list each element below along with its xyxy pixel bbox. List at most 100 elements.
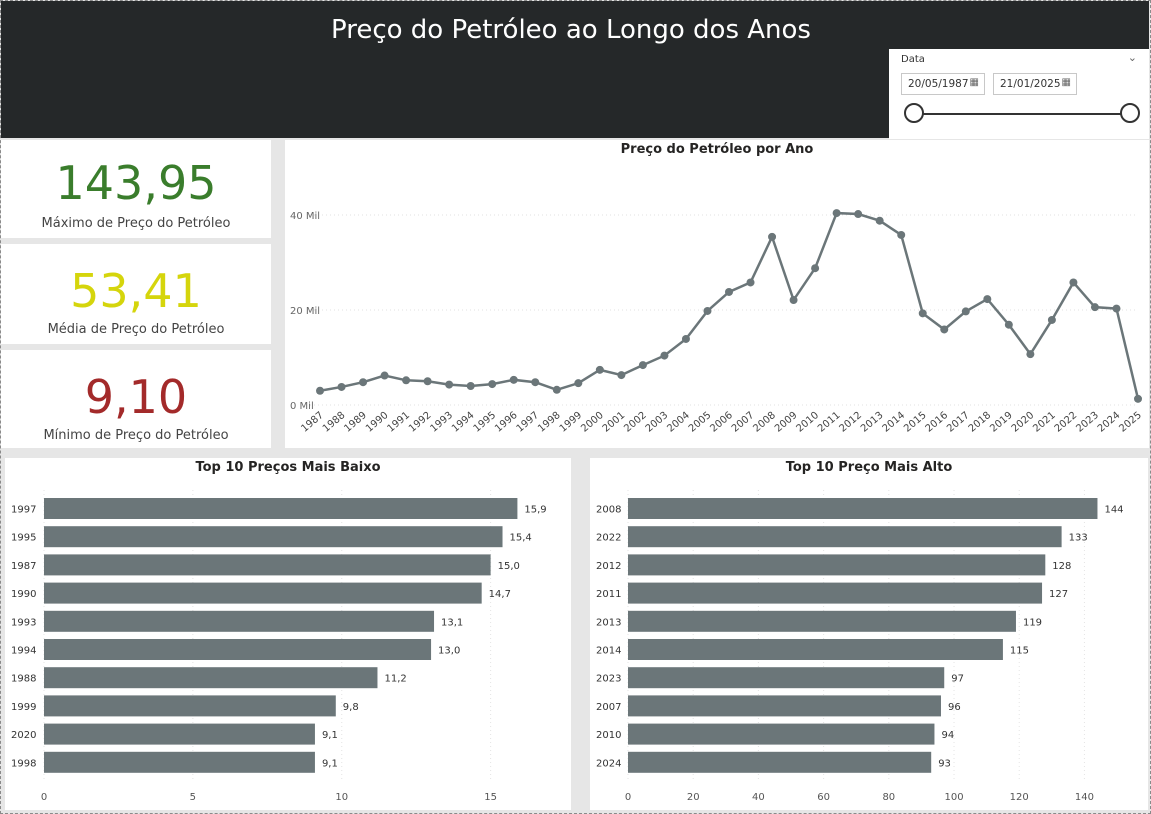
data-point[interactable] — [854, 210, 863, 219]
data-point[interactable] — [488, 380, 497, 389]
x-tick-label: 1996 — [493, 410, 520, 435]
data-point[interactable] — [1026, 350, 1035, 359]
data-point[interactable] — [875, 216, 884, 225]
data-point[interactable] — [897, 230, 906, 239]
bar[interactable] — [44, 498, 518, 519]
date-slicer[interactable]: Data ⌄ 20/05/1987 ▦ 21/01/2025 ▦ — [889, 49, 1149, 139]
bar[interactable] — [44, 582, 482, 604]
data-point[interactable] — [983, 295, 992, 304]
data-point[interactable] — [811, 264, 820, 273]
data-point[interactable] — [961, 307, 970, 316]
data-label: 133 — [1069, 533, 1088, 544]
x-tick-label: 40 — [752, 792, 765, 803]
data-point[interactable] — [832, 209, 841, 218]
category-label: 2024 — [596, 758, 621, 769]
x-tick-label: 1997 — [515, 410, 542, 435]
data-point[interactable] — [660, 351, 669, 360]
x-tick-label: 1999 — [558, 410, 585, 435]
x-tick-label: 15 — [484, 792, 497, 803]
x-tick-label: 2007 — [730, 410, 757, 435]
range-start-handle[interactable] — [904, 103, 924, 123]
data-point[interactable] — [1047, 315, 1056, 324]
data-point[interactable] — [1090, 303, 1099, 312]
calendar-icon[interactable]: ▦ — [1061, 77, 1071, 88]
data-point[interactable] — [940, 325, 949, 334]
avg-price-value: 53,41 — [70, 264, 202, 318]
data-point[interactable] — [1069, 278, 1078, 287]
data-point[interactable] — [1134, 394, 1142, 403]
end-date-input[interactable]: 21/01/2025 ▦ — [993, 73, 1077, 95]
data-point[interactable] — [638, 361, 647, 370]
data-point[interactable] — [725, 287, 733, 296]
bar[interactable] — [628, 639, 1003, 660]
end-date-value: 21/01/2025 — [1000, 78, 1061, 90]
bar[interactable] — [44, 667, 378, 689]
calendar-icon[interactable]: ▦ — [969, 77, 979, 88]
data-point[interactable] — [789, 296, 798, 305]
x-tick-label: 120 — [1010, 792, 1029, 803]
bar[interactable] — [628, 582, 1043, 604]
x-tick-label: 1992 — [407, 410, 434, 435]
data-point[interactable] — [768, 232, 777, 241]
range-track[interactable] — [915, 113, 1131, 115]
x-tick-label: 1994 — [450, 410, 477, 435]
bar[interactable] — [628, 667, 945, 689]
bar[interactable] — [44, 751, 315, 773]
data-point[interactable] — [918, 309, 927, 318]
data-point[interactable] — [359, 378, 368, 387]
data-point[interactable] — [574, 379, 583, 388]
start-date-input[interactable]: 20/05/1987 ▦ — [901, 73, 985, 95]
x-tick-label: 5 — [190, 792, 196, 803]
low-prices-panel: Top 10 Preços Mais Baixo 0 5 10 15 1997 15,9 1… — [5, 458, 571, 810]
chevron-down-icon[interactable]: ⌄ — [1127, 51, 1137, 64]
data-point[interactable] — [380, 371, 389, 380]
bar[interactable] — [628, 526, 1062, 548]
x-tick-label: 2011 — [816, 410, 843, 435]
data-point[interactable] — [531, 378, 540, 387]
bar[interactable] — [44, 554, 491, 576]
category-label: 1995 — [11, 533, 36, 544]
bar[interactable] — [628, 554, 1046, 576]
x-tick-label: 2025 — [1117, 410, 1144, 435]
bar[interactable] — [628, 695, 941, 717]
bar[interactable] — [44, 526, 503, 548]
bar[interactable] — [628, 723, 935, 745]
bar[interactable] — [44, 723, 315, 745]
y-tick-label: 0 Mil — [290, 401, 314, 412]
data-point[interactable] — [423, 377, 432, 386]
data-point[interactable] — [1112, 304, 1121, 313]
data-point[interactable] — [552, 385, 561, 394]
x-tick-label: 2000 — [579, 410, 606, 435]
data-point[interactable] — [681, 334, 690, 343]
avg-price-label: Média de Preço do Petróleo — [47, 322, 225, 337]
data-point[interactable] — [595, 365, 604, 374]
x-tick-label: 2006 — [708, 410, 735, 435]
x-tick-label: 2017 — [945, 410, 972, 435]
bar[interactable] — [44, 639, 432, 660]
range-end-handle[interactable] — [1120, 103, 1140, 123]
bar[interactable] — [44, 695, 336, 717]
data-point[interactable] — [402, 376, 411, 385]
data-point[interactable] — [316, 386, 324, 395]
low-prices-chart: 0 5 10 15 1997 15,9 1995 15,4 1987 15,0 1990 14,7 19… — [11, 490, 547, 803]
data-point[interactable] — [445, 380, 454, 389]
x-tick-label: 2024 — [1096, 410, 1123, 435]
x-tick-label: 60 — [817, 792, 830, 803]
data-point[interactable] — [1004, 320, 1013, 329]
data-point[interactable] — [617, 371, 626, 380]
x-tick-label: 2023 — [1074, 410, 1101, 435]
bar[interactable] — [628, 610, 1016, 632]
bar[interactable] — [628, 751, 932, 773]
data-point[interactable] — [337, 382, 346, 391]
data-point[interactable] — [509, 375, 518, 384]
bar[interactable] — [44, 610, 435, 632]
data-point[interactable] — [703, 306, 712, 315]
start-date-value: 20/05/1987 — [908, 78, 969, 90]
bar[interactable] — [628, 498, 1098, 519]
line-chart-panel: Preço do Petróleo por Ano 0 Mil 20 Mil 40 … — [285, 140, 1149, 448]
category-label: 2011 — [596, 589, 621, 600]
data-point[interactable] — [746, 278, 755, 287]
data-label: 9,8 — [343, 702, 359, 713]
data-point[interactable] — [466, 382, 475, 390]
